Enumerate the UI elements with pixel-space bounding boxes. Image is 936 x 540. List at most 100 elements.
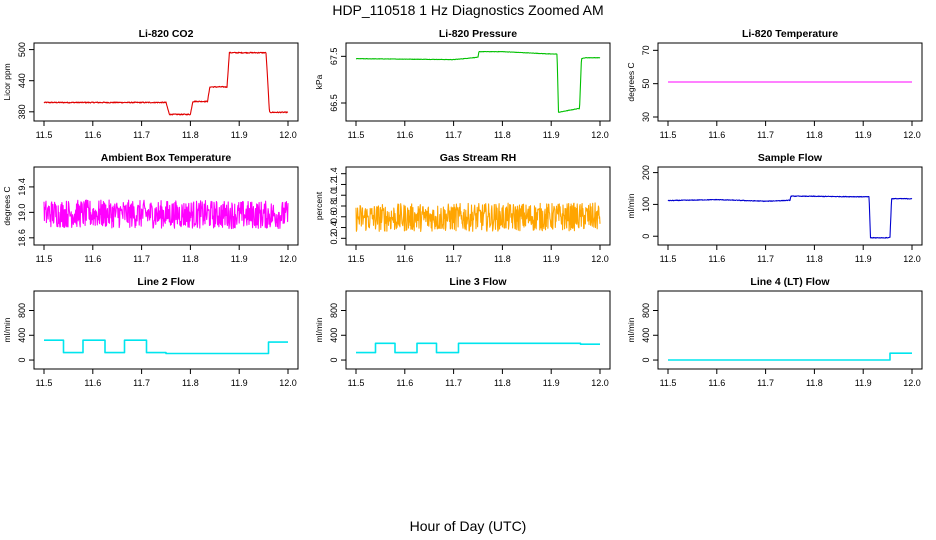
x-tick-label: 11.7 — [757, 254, 774, 264]
x-tick-label: 11.5 — [660, 378, 677, 388]
y-tick-label: 19.0 — [17, 204, 27, 222]
panel-title: Line 3 Flow — [449, 276, 507, 288]
y-tick-label: 0.4 — [329, 221, 339, 234]
plot-frame — [657, 166, 923, 246]
y-tick-label: 66.5 — [329, 94, 339, 112]
x-tick-label: 11.5 — [36, 254, 53, 264]
y-tick-label: 67.5 — [329, 48, 339, 66]
x-tick-label: 11.7 — [445, 130, 462, 140]
x-tick-label: 11.9 — [231, 254, 248, 264]
plot-frame — [657, 42, 923, 122]
x-tick-label: 11.9 — [855, 254, 872, 264]
plot-frame — [33, 290, 299, 370]
x-tick-label: 11.7 — [757, 130, 774, 140]
x-tick-label: 12.0 — [903, 130, 921, 140]
panel-title: Li-820 Pressure — [439, 28, 517, 40]
y-axis-label: degrees C — [626, 62, 636, 101]
panel-title: Line 4 (LT) Flow — [750, 276, 830, 288]
series-line — [668, 352, 912, 361]
y-axis-label: Licor ppm — [2, 63, 12, 100]
x-tick-label: 11.6 — [396, 378, 413, 388]
panel-title: Li-820 Temperature — [742, 28, 838, 40]
x-tick-label: 11.6 — [84, 130, 101, 140]
x-tick-label: 12.0 — [591, 130, 609, 140]
x-tick-label: 11.8 — [182, 378, 199, 388]
y-tick-label: 0 — [17, 358, 27, 363]
panel-8: Line 3 Flow ml/min 11.5 11.6 11.7 11.8 11.9 12.… — [314, 276, 611, 388]
y-tick-label: 1.0 — [329, 189, 339, 202]
x-tick-label: 11.8 — [494, 378, 511, 388]
x-tick-label: 11.6 — [84, 254, 101, 264]
x-tick-label: 11.7 — [757, 378, 774, 388]
y-tick-label: 0.2 — [329, 232, 339, 245]
series-line — [43, 51, 289, 116]
x-tick-label: 11.7 — [133, 130, 150, 140]
x-tick-label: 12.0 — [591, 378, 609, 388]
y-axis-label: kPa — [314, 74, 324, 89]
y-tick-label: 380 — [17, 104, 27, 119]
x-tick-label: 11.5 — [660, 254, 677, 264]
x-tick-label: 11.7 — [133, 378, 150, 388]
panel-title: Line 2 Flow — [137, 276, 195, 288]
y-tick-label: 0 — [641, 358, 651, 363]
series-line — [667, 195, 913, 239]
y-tick-label: 400 — [641, 328, 651, 343]
panel-title: Sample Flow — [758, 152, 823, 164]
panel-4: Ambient Box Temperature degrees C 11.5 11.6… — [2, 152, 299, 264]
x-tick-label: 12.0 — [279, 378, 297, 388]
panel-6: Sample Flow ml/min 11.5 11.6 11.7 11.8 11.9 12.… — [626, 152, 923, 264]
x-tick-label: 12.0 — [903, 254, 921, 264]
y-axis-label: ml/min — [626, 317, 636, 342]
y-tick-label: 19.4 — [17, 178, 27, 196]
x-tick-label: 11.6 — [708, 378, 725, 388]
y-tick-label: 400 — [329, 328, 339, 343]
x-tick-label: 11.6 — [708, 254, 725, 264]
y-tick-label: 200 — [641, 165, 651, 180]
x-tick-label: 11.5 — [348, 254, 365, 264]
x-tick-label: 11.9 — [231, 378, 248, 388]
y-tick-label: 18.6 — [17, 229, 27, 247]
y-tick-label: 800 — [17, 303, 27, 318]
x-tick-label: 11.6 — [396, 130, 413, 140]
y-tick-label: 0 — [329, 358, 339, 363]
x-tick-label: 11.6 — [396, 254, 413, 264]
series-line — [43, 199, 289, 230]
x-tick-label: 11.8 — [806, 378, 823, 388]
x-tick-label: 11.9 — [855, 378, 872, 388]
x-axis-label: Hour of Day (UTC) — [409, 518, 527, 534]
x-tick-label: 12.0 — [279, 130, 297, 140]
y-tick-label: 70 — [641, 45, 651, 55]
x-tick-label: 11.7 — [133, 254, 150, 264]
panel-7: Line 2 Flow ml/min 11.5 11.6 11.7 11.8 11.9 12.… — [2, 276, 299, 388]
plot-frame — [345, 166, 611, 246]
y-axis-label: percent — [314, 191, 324, 220]
x-tick-label: 12.0 — [903, 378, 921, 388]
panel-9: Line 4 (LT) Flow ml/min 11.5 11.6 11.7 11.8 11… — [626, 276, 923, 388]
x-tick-label: 11.5 — [660, 130, 677, 140]
x-tick-label: 11.8 — [806, 254, 823, 264]
plot-frame — [345, 290, 611, 370]
x-tick-label: 11.9 — [855, 130, 872, 140]
y-tick-label: 30 — [641, 112, 651, 122]
y-axis-label: ml/min — [2, 317, 12, 342]
x-tick-label: 12.0 — [591, 254, 609, 264]
y-tick-label: 100 — [641, 197, 651, 212]
x-tick-label: 11.7 — [445, 378, 462, 388]
y-tick-label: 1.2 — [329, 178, 339, 191]
panel-title: Gas Stream RH — [440, 152, 516, 164]
x-tick-label: 11.9 — [543, 378, 560, 388]
series-line — [355, 202, 601, 233]
y-tick-label: 0.8 — [329, 200, 339, 213]
y-tick-label: 1.4 — [329, 167, 339, 180]
x-tick-label: 11.8 — [494, 130, 511, 140]
y-tick-label: 0.6 — [329, 211, 339, 224]
y-axis-label: ml/min — [626, 193, 636, 218]
y-axis-label: ml/min — [314, 317, 324, 342]
panel-1: Li-820 CO2 Licor ppm 11.5 11.6 11.7 11.8 11.9 1… — [2, 28, 299, 140]
y-tick-label: 800 — [641, 303, 651, 318]
x-tick-label: 11.5 — [36, 378, 53, 388]
x-tick-label: 11.9 — [543, 130, 560, 140]
x-tick-label: 11.5 — [348, 378, 365, 388]
x-tick-label: 11.9 — [543, 254, 560, 264]
